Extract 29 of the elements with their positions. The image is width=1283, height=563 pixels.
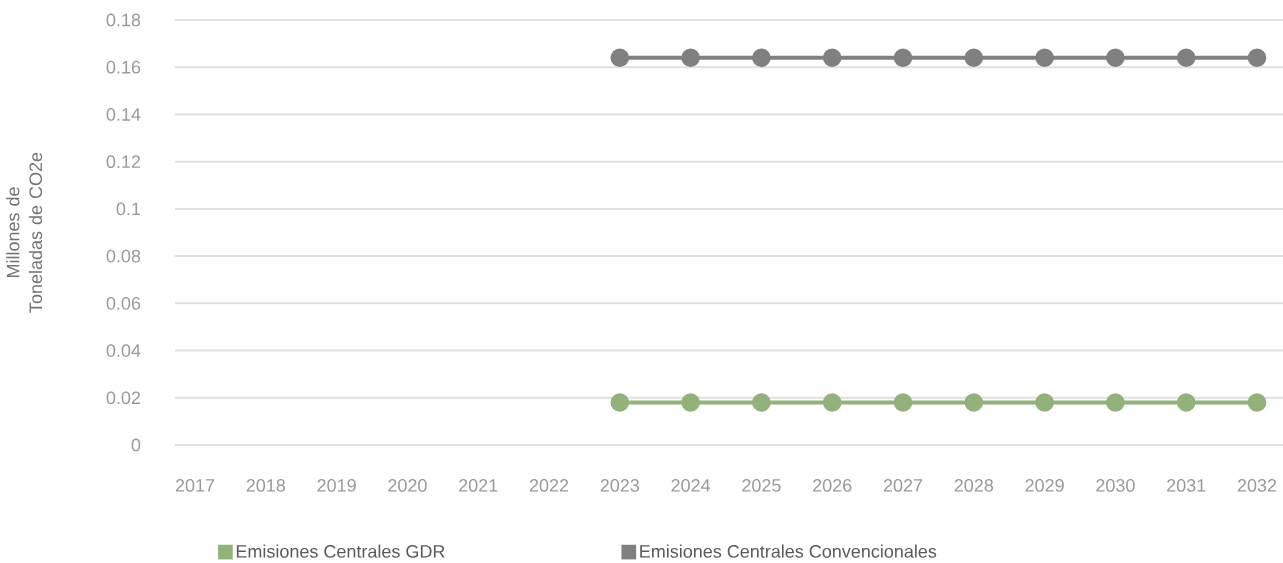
x-tick-label: 2025	[742, 479, 781, 492]
y-tick-label: 0.16	[106, 60, 141, 74]
y-tick-label: 0.08	[106, 249, 141, 263]
x-tick-label: 2023	[600, 479, 640, 492]
x-tick-label: 2018	[246, 479, 286, 492]
legend-label: Emisiones Centrales GDR	[236, 544, 445, 558]
y-tick-label: 0.06	[106, 296, 141, 310]
x-tick-label: 2017	[175, 479, 215, 492]
x-tick-label: 2028	[954, 479, 994, 492]
y-tick-label: 0.02	[106, 391, 141, 405]
x-tick-label: 2024	[671, 479, 711, 492]
x-tick-label: 2030	[1096, 479, 1135, 492]
x-tick-label: 2019	[317, 479, 356, 492]
y-tick-label: 0	[131, 438, 141, 452]
y-tick-label: 0.1	[116, 202, 141, 216]
y-tick-label: 0.12	[106, 155, 141, 169]
y-tick-label: 0.04	[106, 344, 141, 357]
x-tick-label: 2026	[813, 479, 852, 492]
x-tick-label: 2022	[529, 479, 569, 492]
x-tick-label: 2020	[388, 479, 427, 492]
y-tick-label: 0.18	[106, 13, 141, 27]
y-axis-title: Millones de Toneladas de CO2e	[6, 152, 43, 313]
x-tick-label: 2027	[883, 479, 923, 492]
x-tick-label: 2029	[1025, 479, 1064, 492]
x-tick-label: 2031	[1167, 479, 1206, 492]
x-tick-label: 2032	[1237, 479, 1277, 492]
legend-label: Emisiones Centrales Convencionales	[640, 544, 937, 558]
x-tick-label: 2021	[459, 479, 498, 492]
y-tick-label: 0.14	[106, 108, 141, 121]
